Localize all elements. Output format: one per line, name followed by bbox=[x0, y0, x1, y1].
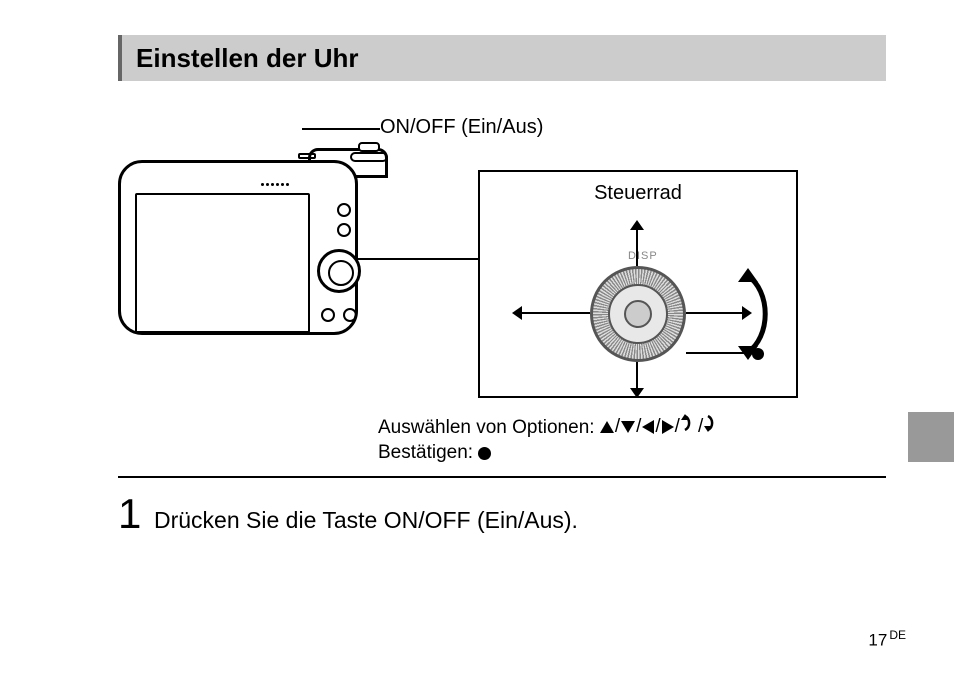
caption-select-prefix: Auswählen von Optionen: bbox=[378, 417, 600, 438]
indicator-line-up bbox=[636, 228, 638, 266]
control-wheel-label: Steuerrad bbox=[480, 182, 796, 205]
symbol-confirm-dot-icon bbox=[478, 447, 491, 460]
pointer-line-dial bbox=[358, 258, 478, 260]
arrow-up-icon bbox=[630, 220, 644, 230]
step-text: Drücken Sie die Taste ON/OFF (Ein/Aus). bbox=[154, 497, 578, 534]
symbol-rotate-cw-icon bbox=[681, 414, 697, 440]
page-number: 17DE bbox=[868, 628, 906, 651]
caption-confirm-prefix: Bestätigen: bbox=[378, 442, 478, 463]
horizontal-divider bbox=[118, 476, 886, 478]
rotation-arrow-icon bbox=[718, 264, 778, 364]
page-number-value: 17 bbox=[868, 631, 887, 650]
camera-onoff-button bbox=[298, 153, 316, 159]
camera-button-3 bbox=[321, 308, 335, 322]
indicator-line-down bbox=[636, 362, 638, 390]
disp-label: DISP bbox=[628, 250, 658, 262]
arrow-down-icon bbox=[630, 388, 644, 398]
wheel-center-button bbox=[624, 300, 652, 328]
diagram-caption: Auswählen von Optionen: ///// Bestätigen… bbox=[378, 414, 720, 466]
side-index-tab bbox=[908, 412, 954, 462]
label-onoff: ON/OFF (Ein/Aus) bbox=[380, 116, 543, 139]
camera-speaker-holes bbox=[261, 173, 297, 179]
camera-button-2 bbox=[337, 223, 351, 237]
camera-zoom-lever bbox=[350, 152, 388, 162]
control-wheel-graphic bbox=[590, 266, 686, 362]
step-number: 1 bbox=[118, 490, 154, 538]
caption-confirm-line: Bestätigen: bbox=[378, 440, 720, 466]
pointer-line-onoff bbox=[302, 128, 380, 130]
camera-button-4 bbox=[343, 308, 357, 322]
step-1-row: 1 Drücken Sie die Taste ON/OFF (Ein/Aus)… bbox=[118, 490, 886, 538]
page-root: Einstellen der Uhr ON/OFF (Ein/Aus) Steu… bbox=[0, 0, 954, 673]
section-heading-bar: Einstellen der Uhr bbox=[118, 35, 886, 81]
caption-select-line: Auswählen von Optionen: ///// bbox=[378, 414, 720, 440]
indicator-line-left bbox=[522, 312, 590, 314]
page-lang-code: DE bbox=[889, 628, 906, 642]
symbol-left-icon bbox=[642, 420, 654, 434]
arrow-left-icon bbox=[512, 306, 522, 320]
camera-screen bbox=[135, 193, 310, 333]
symbol-right-icon bbox=[662, 420, 674, 434]
symbol-up-icon bbox=[600, 421, 614, 433]
control-wheel-detail-box: Steuerrad DISP bbox=[478, 170, 798, 398]
camera-body bbox=[118, 160, 358, 335]
symbol-rotate-ccw-icon bbox=[704, 414, 720, 440]
camera-control-wheel bbox=[317, 249, 361, 293]
caption-select-symbols: ///// bbox=[600, 414, 720, 440]
section-heading: Einstellen der Uhr bbox=[136, 43, 359, 74]
camera-illustration bbox=[118, 148, 398, 338]
camera-button-1 bbox=[337, 203, 351, 217]
symbol-down-icon bbox=[621, 421, 635, 433]
camera-shutter-button bbox=[358, 142, 380, 152]
